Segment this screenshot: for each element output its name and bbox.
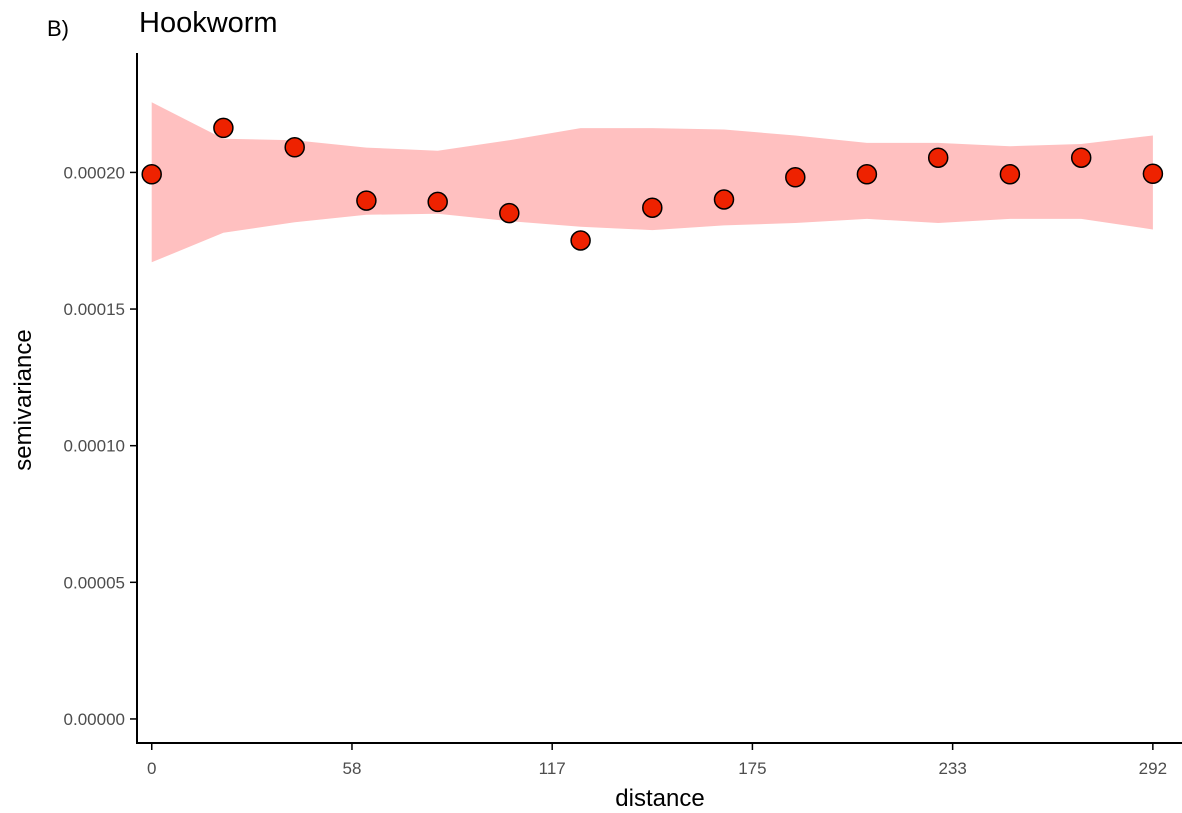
confidence-band bbox=[151, 102, 1153, 263]
x-tick-label: 292 bbox=[1139, 759, 1167, 778]
data-point bbox=[141, 164, 162, 185]
data-point bbox=[427, 191, 448, 213]
data-point bbox=[570, 230, 591, 251]
y-tick-label: 0.00010 bbox=[64, 437, 125, 456]
y-tick-label: 0.00005 bbox=[64, 573, 125, 592]
chart-title: Hookworm bbox=[139, 7, 278, 39]
x-tick-label: 58 bbox=[343, 759, 362, 778]
y-tick-label: 0.00020 bbox=[64, 163, 125, 182]
panel-label: B) bbox=[47, 16, 69, 41]
x-axis-ticks: 0 58 117 175 233 292 bbox=[147, 743, 1167, 778]
data-point bbox=[642, 197, 663, 218]
x-tick-label: 117 bbox=[539, 759, 566, 778]
data-point bbox=[856, 164, 878, 185]
points-layer bbox=[141, 117, 1164, 251]
y-axis-ticks: 0.00000 0.00005 0.00010 0.00015 0.00020 bbox=[64, 163, 137, 729]
data-point bbox=[999, 164, 1021, 185]
x-tick-label: 0 bbox=[147, 759, 156, 778]
data-point bbox=[927, 147, 949, 168]
data-point bbox=[1070, 147, 1092, 168]
y-axis-title: semivariance bbox=[10, 329, 37, 470]
data-point bbox=[284, 137, 305, 158]
x-axis-title: distance bbox=[615, 785, 704, 812]
y-tick-label: 0.00015 bbox=[64, 300, 125, 319]
data-point bbox=[713, 189, 735, 210]
x-tick-label: 233 bbox=[938, 759, 966, 778]
confidence-envelope-layer bbox=[151, 102, 1153, 263]
y-tick-label: 0.00000 bbox=[64, 710, 125, 729]
data-point bbox=[1142, 163, 1164, 185]
data-point bbox=[213, 117, 234, 139]
x-tick-label: 175 bbox=[738, 759, 766, 778]
data-point bbox=[785, 167, 806, 188]
data-point bbox=[499, 202, 520, 224]
data-point bbox=[356, 190, 377, 211]
